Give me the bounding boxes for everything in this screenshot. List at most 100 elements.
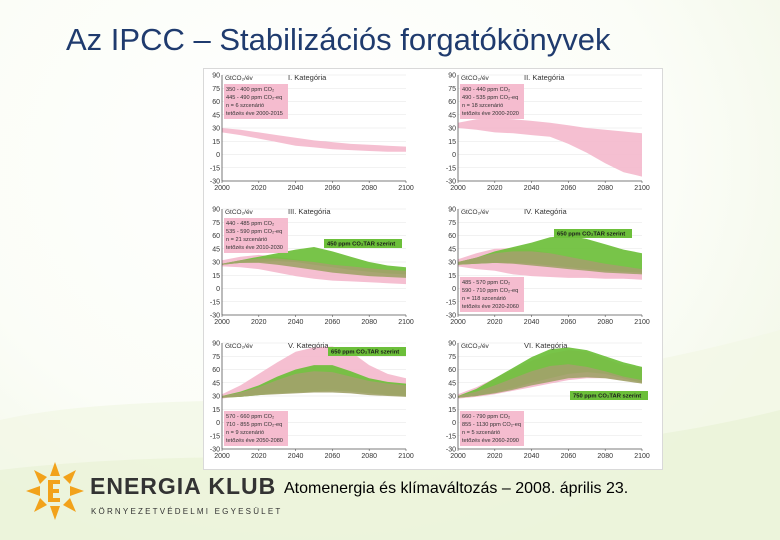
scenario-box [460, 84, 524, 119]
chart-title: IV. Kategória [524, 207, 567, 216]
y-tick-label: 45 [212, 246, 220, 253]
tar-annotation: 450 ppm CO₂TAR szerint [327, 242, 395, 248]
x-tick-label: 2060 [561, 185, 577, 192]
x-tick-label: 2060 [561, 319, 577, 326]
x-tick-label: 2000 [214, 319, 230, 326]
y-tick-label: -15 [446, 433, 456, 440]
y-tick-label: 0 [452, 420, 456, 427]
tar-annotation: 650 ppm CO₂TAR szerint [557, 232, 625, 238]
y-tick-label: 30 [212, 260, 220, 267]
y-tick-label: -30 [210, 313, 220, 320]
y-tick-label: -30 [446, 179, 456, 186]
ipcc-figure: 90 75 60 45 30 15 0 -15 -30 2000 2020 2040 2060 2080 2… [203, 68, 663, 470]
scenario-box-line: n = 9 szcenárió [226, 430, 264, 436]
scenario-box-line: tetőzés éve 2000-2015 [226, 111, 283, 117]
y-tick-label: 0 [216, 152, 220, 159]
x-tick-label: 2040 [524, 453, 540, 460]
scenario-box-line: 440 - 485 ppm CO₂ [226, 221, 274, 227]
y-tick-label: 15 [212, 139, 220, 146]
y-tick-label: 30 [212, 126, 220, 133]
y-tick-label: 60 [448, 367, 456, 374]
energia-klub-logo-icon [26, 462, 84, 520]
x-tick-label: 2040 [288, 319, 304, 326]
chart-title: II. Kategória [524, 73, 565, 82]
y-tick-label: 90 [212, 341, 220, 348]
x-tick-label: 2040 [524, 319, 540, 326]
y-tick-label: 15 [448, 407, 456, 414]
y-axis-label: GtCO₂/év [461, 343, 490, 350]
y-tick-label: 45 [448, 380, 456, 387]
y-tick-label: 75 [448, 86, 456, 93]
y-tick-label: 60 [212, 367, 220, 374]
slide-title: Az IPCC – Stabilizációs forgatókönyvek [66, 22, 611, 57]
org-subtitle: KÖRNYEZETVÉDELMI EGYESÜLET [91, 507, 283, 516]
x-tick-label: 2080 [597, 185, 613, 192]
y-tick-label: -15 [446, 299, 456, 306]
scenario-box-line: tetőzés éve 2060-2090 [462, 438, 519, 444]
x-tick-label: 2040 [288, 185, 304, 192]
y-tick-label: 45 [212, 112, 220, 119]
x-tick-label: 2080 [597, 319, 613, 326]
y-tick-label: 90 [212, 73, 220, 80]
scenario-box-line: 400 - 440 ppm CO₂ [462, 87, 510, 93]
series-band-3 [458, 251, 642, 275]
x-tick-label: 2100 [398, 319, 414, 326]
scenario-box-line: 660 - 790 ppm CO₂ [462, 414, 510, 420]
y-tick-label: 60 [448, 233, 456, 240]
chart-title: I. Kategória [288, 73, 327, 82]
x-tick-label: 2000 [214, 185, 230, 192]
chart-title: V. Kategória [288, 341, 329, 350]
tar-annotation-box [554, 229, 632, 238]
scenario-box-line: tetőzés éve 2020-2060 [462, 304, 519, 310]
x-tick-label: 2020 [251, 185, 267, 192]
scenario-box [224, 84, 288, 119]
y-tick-label: 30 [448, 260, 456, 267]
x-tick-label: 2080 [361, 185, 377, 192]
x-tick-label: 2060 [325, 319, 341, 326]
scenario-box-line: 485 - 570 ppm CO₂ [462, 280, 510, 286]
scenario-box [224, 218, 288, 253]
scenario-box-line: n = 6 szcenárió [226, 103, 264, 109]
x-tick-label: 2080 [597, 453, 613, 460]
x-tick-label: 2020 [251, 453, 267, 460]
y-axis-label: GtCO₂/év [225, 209, 254, 216]
y-tick-label: 90 [448, 207, 456, 214]
scenario-box-line: 855 - 1130 ppm CO₂-eq [462, 422, 521, 428]
y-axis-label: GtCO₂/év [225, 343, 254, 350]
scenario-box-line: n = 21 szcenárió [226, 237, 267, 243]
y-tick-label: 45 [448, 112, 456, 119]
scenario-box-line: tetőzés éve 2010-2030 [226, 245, 283, 251]
y-tick-label: 75 [448, 220, 456, 227]
y-tick-label: 0 [452, 286, 456, 293]
scenario-box-line: 590 - 710 ppm CO₂-eq [462, 288, 518, 294]
org-name: ENERGIA KLUB [90, 473, 277, 499]
y-tick-label: 90 [212, 207, 220, 214]
x-tick-label: 2020 [251, 319, 267, 326]
tar-annotation-box [328, 347, 406, 356]
scenario-box-line: n = 5 szcenárió [462, 430, 500, 436]
scenario-box [224, 411, 288, 446]
y-axis-label: GtCO₂/év [461, 75, 490, 82]
y-tick-label: 75 [448, 354, 456, 361]
footer-text: Atomenergia és klímaváltozás – 2008. ápr… [284, 480, 629, 497]
y-tick-label: 90 [448, 73, 456, 80]
x-tick-label: 2000 [450, 185, 466, 192]
tar-annotation: 650 ppm CO₂TAR szerint [331, 350, 399, 356]
x-tick-label: 2020 [487, 185, 503, 192]
y-tick-label: 90 [448, 341, 456, 348]
scenario-box-line: 535 - 590 ppm CO₂-eq [226, 229, 282, 235]
scenario-box-line: tetőzés éve 2000-2020 [462, 111, 519, 117]
y-tick-label: 60 [212, 233, 220, 240]
x-tick-label: 2060 [325, 453, 341, 460]
tar-annotation-box [570, 391, 648, 400]
x-tick-label: 2000 [214, 453, 230, 460]
y-tick-label: 45 [212, 380, 220, 387]
y-tick-label: 45 [448, 246, 456, 253]
y-tick-label: -30 [210, 179, 220, 186]
series-band-3 [222, 371, 406, 398]
y-tick-label: 30 [448, 126, 456, 133]
scenario-box-line: tetőzés éve 2050-2080 [226, 438, 283, 444]
